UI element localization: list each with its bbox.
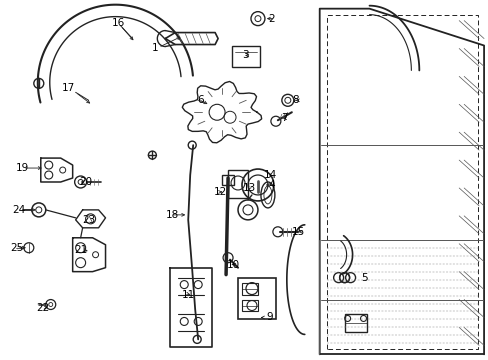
Text: 18: 18: [165, 210, 179, 220]
Text: 9: 9: [266, 312, 273, 323]
Text: 17: 17: [62, 84, 75, 93]
Bar: [238, 278, 275, 319]
Bar: [227, 170, 247, 198]
Text: 21: 21: [74, 245, 87, 255]
Text: 10: 10: [226, 260, 239, 270]
Text: 25: 25: [10, 243, 23, 253]
Text: 16: 16: [112, 18, 125, 28]
Bar: [242, 283, 258, 294]
Text: 5: 5: [361, 273, 367, 283]
Text: 8: 8: [292, 95, 299, 105]
Text: 11: 11: [181, 289, 194, 300]
Text: 7: 7: [281, 113, 287, 123]
Bar: [232, 45, 260, 67]
Bar: [344, 315, 366, 332]
Text: 20: 20: [79, 177, 92, 187]
Text: 12: 12: [213, 187, 226, 197]
Text: 1: 1: [152, 42, 158, 53]
Text: 3: 3: [241, 50, 248, 60]
Text: 24: 24: [12, 205, 25, 215]
Text: 6: 6: [197, 95, 203, 105]
Text: 14: 14: [264, 170, 277, 180]
Text: 19: 19: [16, 163, 29, 173]
Text: 2: 2: [268, 14, 275, 24]
Text: 13: 13: [242, 183, 255, 193]
Bar: [242, 300, 258, 311]
Text: 23: 23: [82, 215, 95, 225]
Text: 22: 22: [36, 302, 49, 312]
Text: 4: 4: [268, 180, 275, 190]
Text: 15: 15: [291, 227, 305, 237]
Bar: [222, 175, 234, 185]
